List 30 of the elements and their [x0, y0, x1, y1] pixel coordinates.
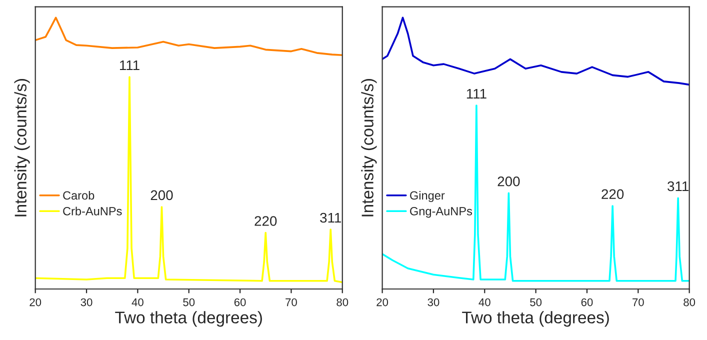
x-tick-label: 20: [30, 298, 42, 306]
annotation: 111: [466, 88, 486, 99]
x-tick-label: 60: [234, 298, 246, 306]
x-tick-label: 40: [132, 298, 144, 306]
y-axis-title: Intensity (counts/s): [14, 78, 30, 216]
legend-label: Gng-AuNPs: [410, 207, 472, 218]
x-tick-label: 80: [336, 298, 348, 306]
x-tick-label: 70: [286, 298, 297, 306]
annotation: 311: [320, 212, 342, 223]
x-tick-label: 70: [632, 298, 644, 306]
annotation: 111: [120, 60, 140, 70]
annotation: 311: [668, 181, 688, 192]
x-tick-label: 80: [684, 298, 696, 306]
x-axis-title: Two theta (degrees): [115, 311, 262, 327]
annotation: 220: [254, 216, 277, 226]
annotation: 200: [498, 176, 520, 186]
legend-label: Crb-AuNPs: [63, 206, 122, 216]
y-axis-title: Intensity (counts/s): [361, 78, 377, 216]
annotation: 220: [602, 189, 624, 200]
annotation: 200: [150, 190, 173, 200]
x-tick-label: 30: [80, 298, 92, 306]
x-tick-label: 20: [376, 298, 388, 306]
legend-label: Carob: [63, 190, 94, 200]
x-tick-label: 30: [428, 298, 440, 306]
x-tick-label: 50: [183, 298, 195, 306]
legend-label: Ginger: [410, 190, 445, 202]
x-axis-title: Two theta (degrees): [462, 311, 609, 327]
x-tick-label: 60: [581, 298, 593, 306]
x-tick-label: 50: [530, 298, 542, 306]
x-tick-label: 40: [478, 298, 490, 306]
